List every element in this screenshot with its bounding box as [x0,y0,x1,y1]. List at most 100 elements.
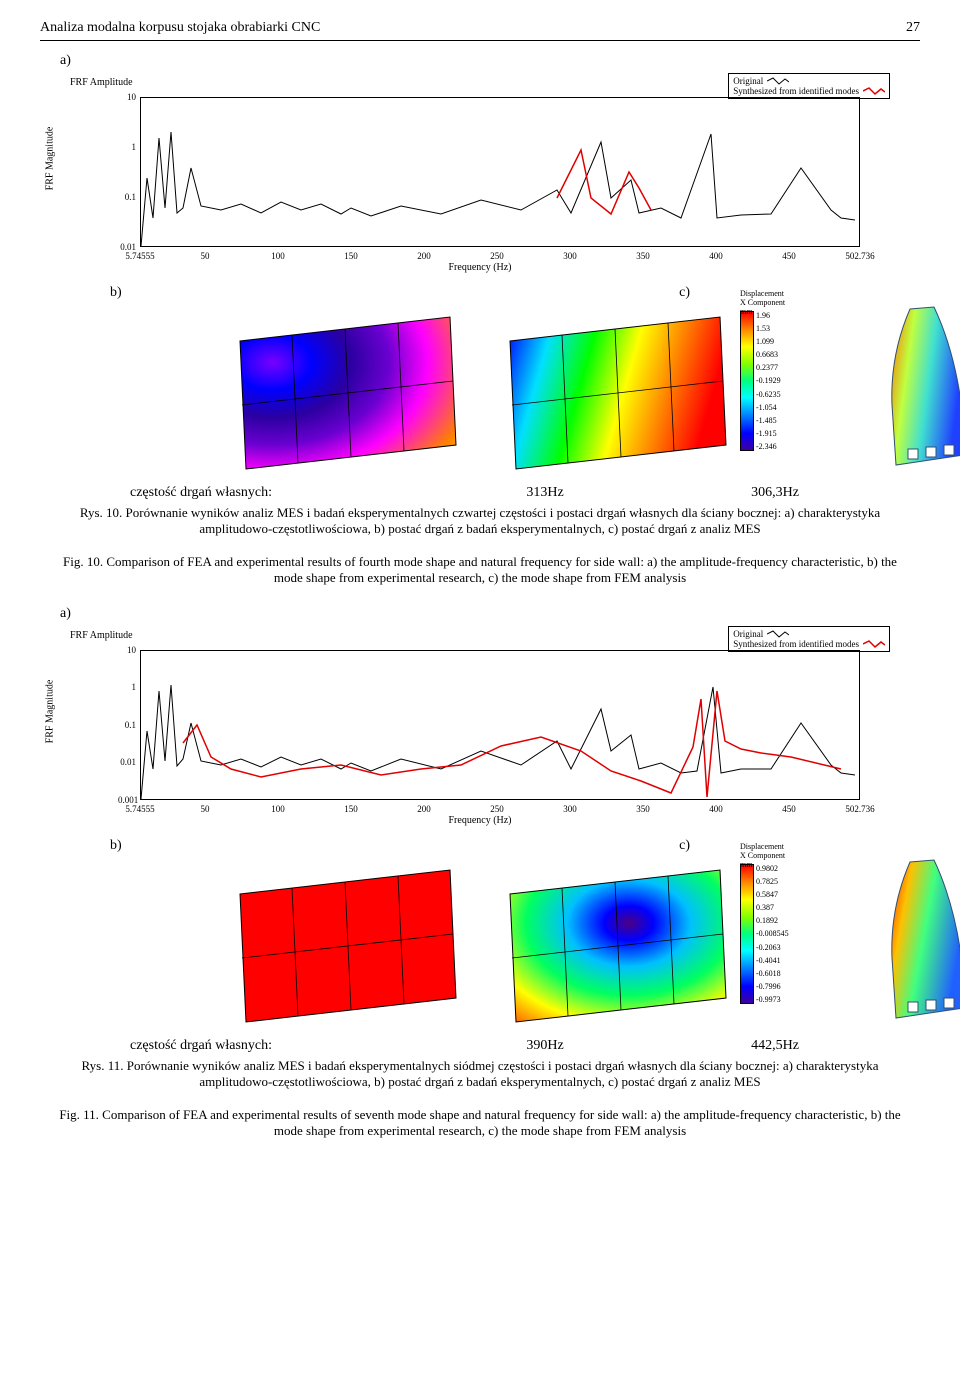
cb-val: 0.5847 [756,890,789,899]
freq-label: częstość drgań własnych: [70,485,430,501]
frf-legend: Original Synthesized from identified mod… [728,626,890,652]
fig10-colorbar-labels: 1.96 1.53 1.099 0.6683 0.2377 -0.1929 -0… [756,311,781,451]
frf11-plot-area [140,650,860,800]
frf-legend: Original Synthesized from identified mod… [728,73,890,99]
fig11-freq-b: 390Hz [430,1038,660,1054]
frf-xtick: 502.736 [845,804,874,814]
frf-xtick: 150 [344,804,358,814]
fig11-label-a: a) [60,606,900,622]
fig11-displacement-shape [880,858,960,1033]
cb-val: -2.346 [756,442,781,451]
frf10-ytick: 10 [118,92,136,102]
legend-original-swatch [767,76,789,86]
frf-xtick: 300 [563,804,577,814]
cb-val: -1.054 [756,403,781,412]
cb-val: -0.4041 [756,956,789,965]
fig11-freq-c: 442,5Hz [660,1038,890,1054]
frf-xtick: 350 [636,804,650,814]
frf-xlabel: Frequency (Hz) [448,815,511,826]
frf-xtick: 100 [271,804,285,814]
colorbar-title: Displacement X Component mm [740,289,840,316]
frf-xtick: 250 [490,251,504,261]
cb-val: -0.9973 [756,995,789,1004]
cb-val: -0.2063 [756,943,789,952]
frf-side-label: FRF Magnitude [45,672,56,752]
legend-synth-swatch [863,86,885,96]
running-title: Analiza modalna korpusu stojaka obrabiar… [40,20,320,36]
frf-xtick: 50 [201,251,210,261]
frf-xlabel: Frequency (Hz) [448,262,511,273]
frf10-ytick: 0.1 [118,192,136,202]
fig11-heatmap-b [230,864,460,1024]
frf-side-label: FRF Magnitude [45,119,56,199]
frf-xtick: 300 [563,251,577,261]
cb-val: 0.1892 [756,916,789,925]
fig11-colorbar-labels: 0.9802 0.7825 0.5847 0.387 0.1892 -0.008… [756,864,789,1004]
fig11-label-b: b) [110,838,122,854]
fig11-colorbar: Displacement X Component mm [740,864,860,1024]
cb-val: -1.485 [756,416,781,425]
frf-xtick: 400 [709,251,723,261]
legend-original-label: Original [733,76,763,86]
cb-val: 1.099 [756,337,781,346]
cb-val: -0.6018 [756,969,789,978]
frf-xtick: 50 [201,804,210,814]
frf11-ytick: 0.01 [118,757,136,767]
frf-xtick: 502.736 [845,251,874,261]
colorbar-title: Displacement X Component mm [740,842,840,869]
cb-val: -0.7996 [756,982,789,991]
frf-xtick: 400 [709,804,723,814]
legend-original-swatch [767,629,789,639]
fig10-freq-c: 306,3Hz [660,485,890,501]
frf11-ytick: 1 [118,682,136,692]
fig10-heatmaps: Displacement X Component mm [70,311,890,471]
frf10-plot-area [140,97,860,247]
frf-xtick: 450 [782,251,796,261]
legend-synth-swatch [863,639,885,649]
frf-xtick: 5.74555 [125,804,154,814]
running-header: Analiza modalna korpusu stojaka obrabiar… [40,20,920,36]
cb-val: 0.6683 [756,350,781,359]
frf-xtick: 450 [782,804,796,814]
fig11-freq-row: częstość drgań własnych: 390Hz 442,5Hz [70,1038,890,1054]
fig11-caption-en: Fig. 11. Comparison of FEA and experimen… [50,1107,910,1140]
cb-val: -0.6235 [756,390,781,399]
frf-xtick: 250 [490,804,504,814]
fig10-displacement-shape [880,305,960,480]
fig10-caption-en: Fig. 10. Comparison of FEA and experimen… [50,554,910,587]
frf-xtick: 200 [417,804,431,814]
fig11-label-c: c) [679,838,690,854]
fig11-frf-plot: Original Synthesized from identified mod… [70,626,890,826]
page-number: 27 [906,20,920,36]
frf-amp-label: FRF Amplitude [70,630,133,641]
legend-synth-label: Synthesized from identified modes [733,639,859,649]
cb-val: -0.008545 [756,929,789,938]
frf-xtick: 350 [636,251,650,261]
fig10-heatmap-c: Displacement X Component mm [500,311,730,471]
cb-val: 1.53 [756,324,781,333]
fig10-label-b: b) [110,285,122,301]
fig11-heatmaps: Displacement X Component mm [70,864,890,1024]
frf-xtick: 150 [344,251,358,261]
fig10-frf-plot: Original Synthesized from identified mod… [70,73,890,273]
cb-val: 0.2377 [756,363,781,372]
header-rule [40,40,920,41]
frf10-ytick: 1 [118,142,136,152]
fig10-label-c: c) [679,285,690,301]
fig11-heatmap-c: Displacement X Component mm [500,864,730,1024]
fig10-caption-pl: Rys. 10. Porównanie wyników analiz MES i… [50,505,910,538]
frf11-ytick: 0.1 [118,720,136,730]
frf-xtick: 200 [417,251,431,261]
legend-original-label: Original [733,629,763,639]
fig10-freq-row: częstość drgań własnych: 313Hz 306,3Hz [70,485,890,501]
frf-amp-label: FRF Amplitude [70,77,133,88]
frf-xtick: 5.74555 [125,251,154,261]
frf-xtick: 100 [271,251,285,261]
fig10-heatmap-b [230,311,460,471]
cb-val: -0.1929 [756,376,781,385]
fig10-colorbar: Displacement X Component mm [740,311,860,471]
cb-val: 0.7825 [756,877,789,886]
fig10-freq-b: 313Hz [430,485,660,501]
freq-label: częstość drgań własnych: [70,1038,430,1054]
cb-val: -1.915 [756,429,781,438]
